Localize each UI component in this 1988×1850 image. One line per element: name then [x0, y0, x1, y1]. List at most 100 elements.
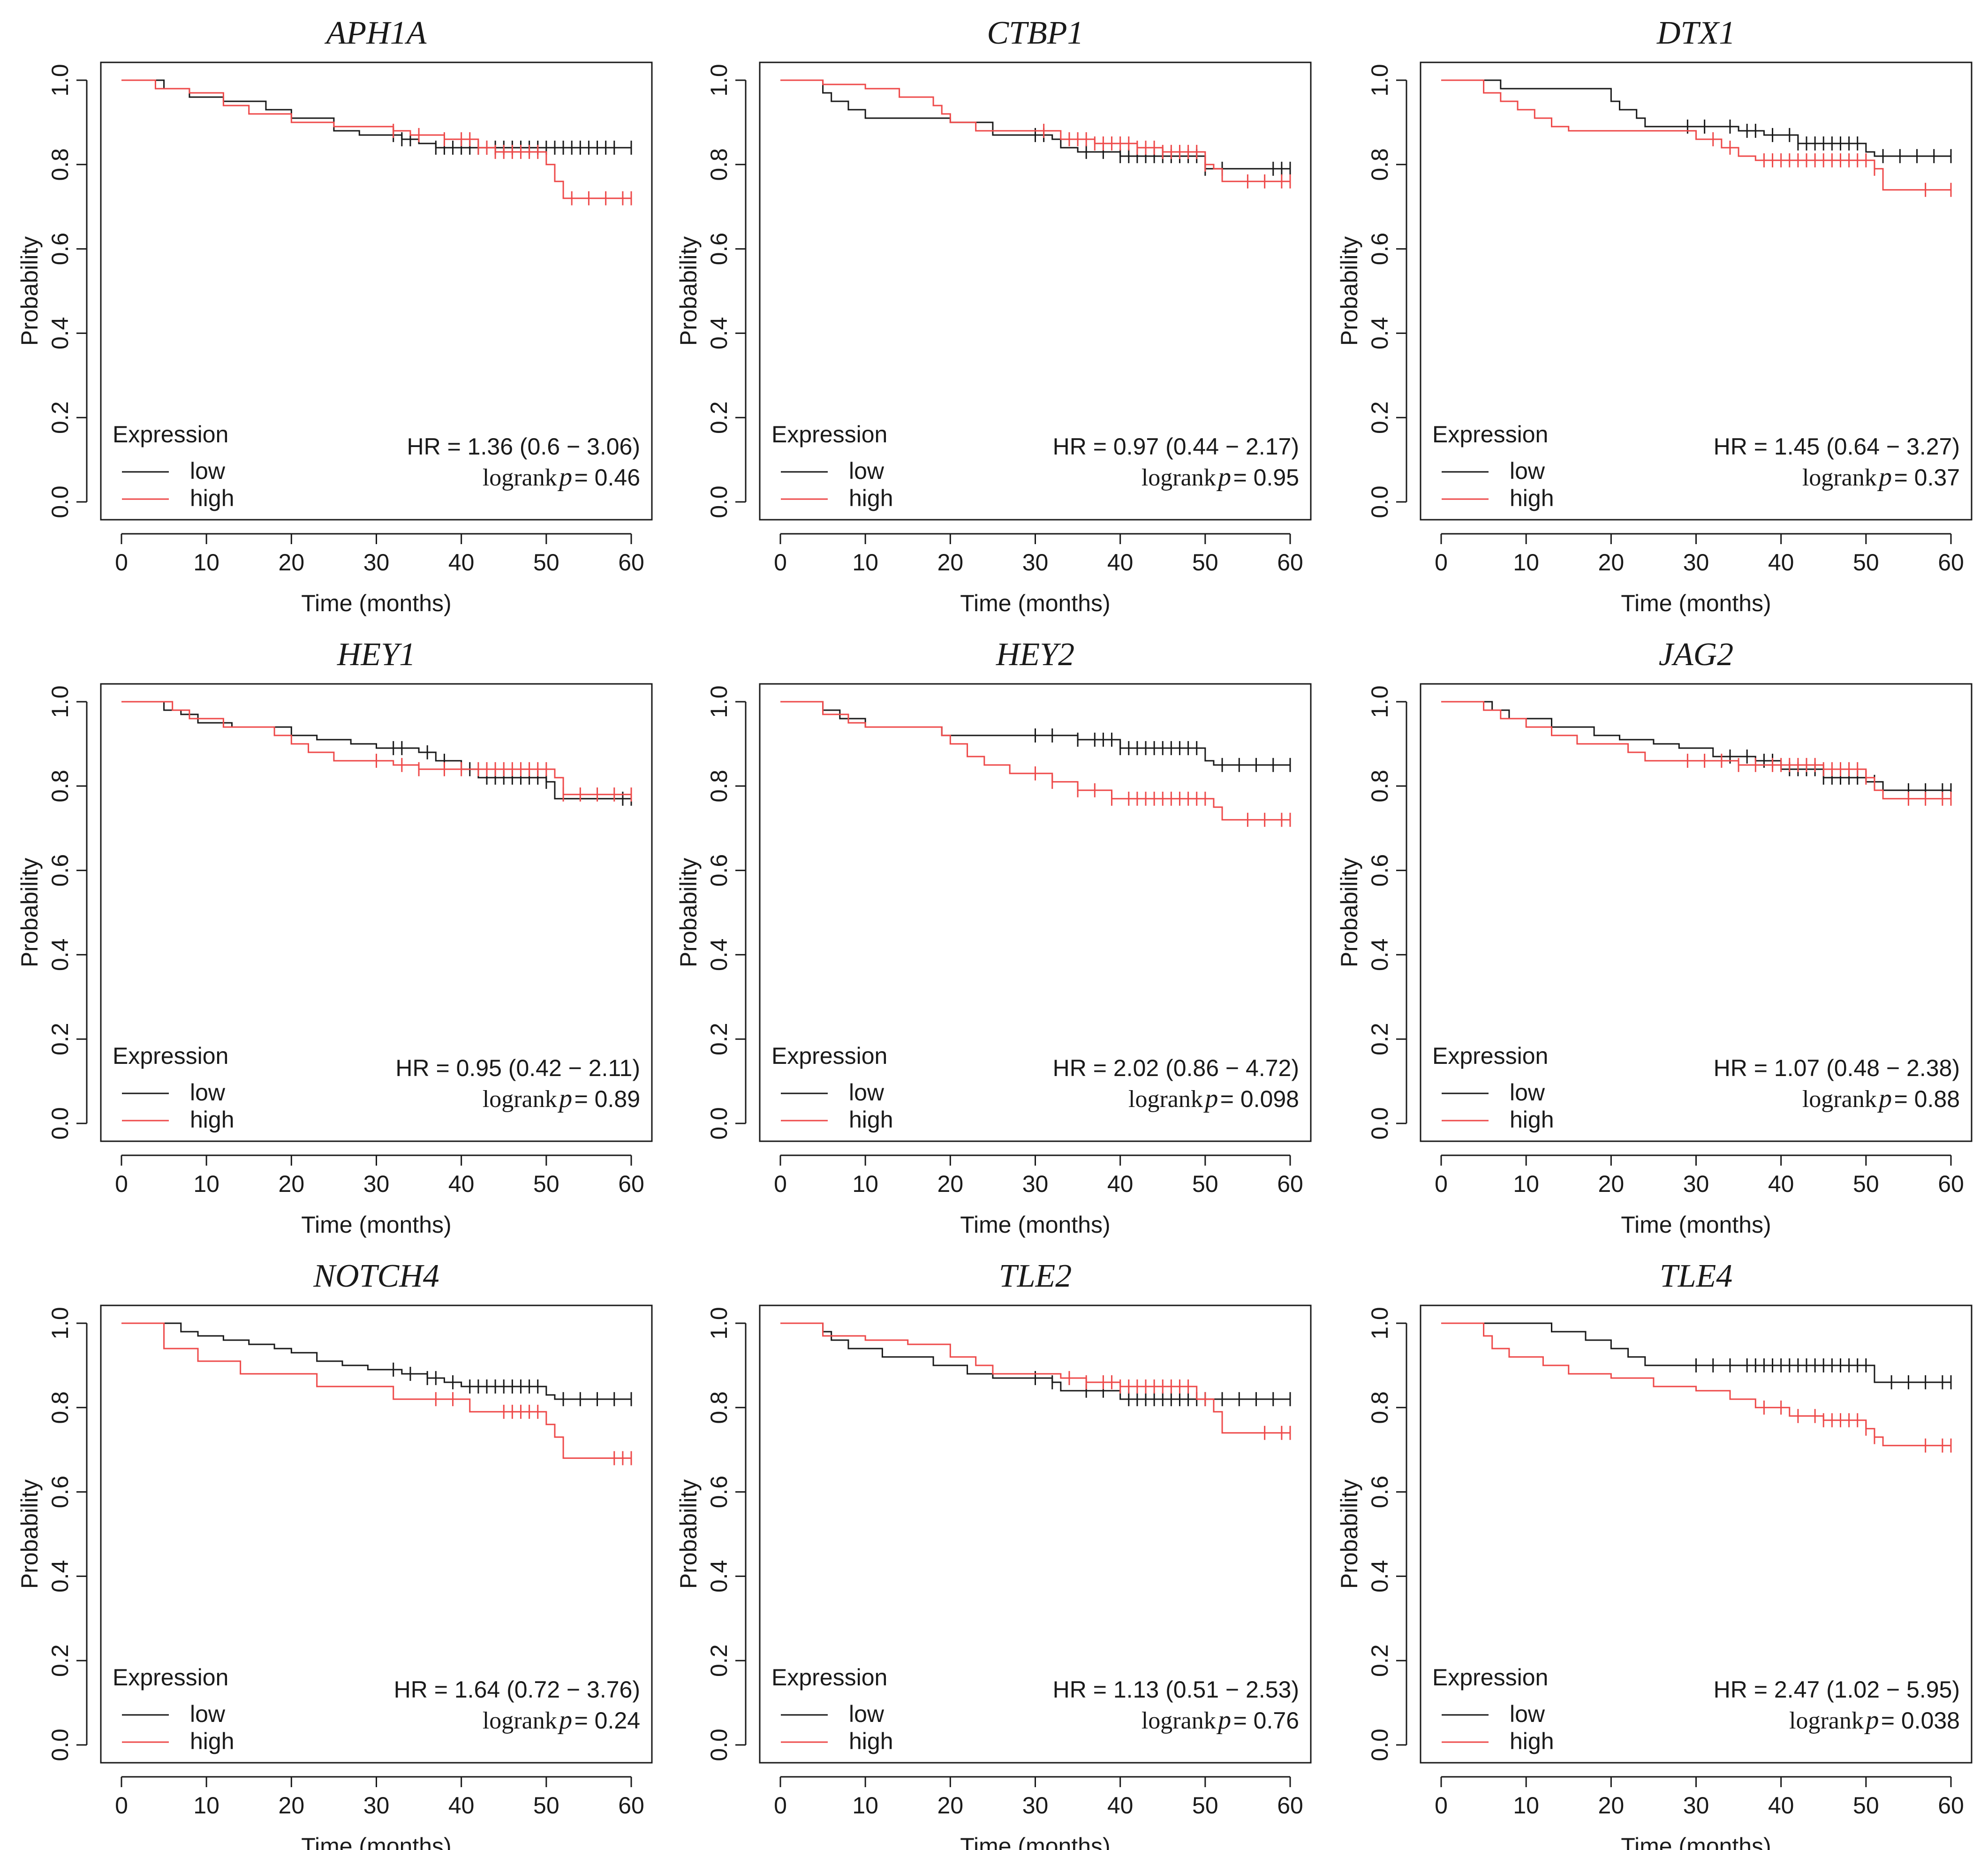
y-tick-label: 1.0: [706, 64, 732, 97]
km-curve-high: [780, 1322, 1290, 1434]
x-tick-label: 50: [533, 1171, 559, 1197]
x-tick-label: 30: [1683, 1171, 1709, 1197]
x-tick-label: 20: [937, 549, 964, 576]
x-tick-label: 40: [1107, 549, 1134, 576]
y-axis-label: Probability: [675, 236, 702, 346]
y-tick-label: 1.0: [1367, 685, 1393, 718]
x-tick-label: 20: [937, 1171, 964, 1197]
y-tick-label: 0.0: [47, 1729, 73, 1761]
hazard-ratio-text: HR = 1.13 (0.51 − 2.53): [1053, 1676, 1299, 1703]
y-tick-label: 0.4: [706, 939, 732, 971]
panel-title: APH1A: [325, 15, 427, 51]
x-tick-label: 30: [1022, 549, 1049, 576]
y-tick-label: 0.4: [47, 939, 73, 971]
x-tick-label: 50: [1192, 549, 1218, 576]
panel-title: HEY2: [996, 637, 1074, 673]
x-tick-label: 10: [1513, 1171, 1539, 1197]
y-tick-label: 0.2: [1367, 1644, 1393, 1677]
legend-label-high: high: [1510, 1728, 1554, 1754]
km-panel-tle2: TLE2 0 10 20 30 40 50 60 Time (months) 0.0 0.2 0.4 0…: [675, 1258, 1312, 1850]
y-tick-label: 0.6: [47, 233, 73, 265]
y-tick-label: 1.0: [706, 1307, 732, 1340]
legend-title: Expression: [771, 1664, 887, 1691]
x-tick-label: 50: [1192, 1792, 1218, 1819]
logrank-label: logrank: [1141, 1707, 1216, 1734]
hazard-ratio-text: HR = 1.07 (0.48 − 2.38): [1714, 1055, 1960, 1081]
logrank-text: logrank p = 0.038: [1789, 1706, 1960, 1735]
x-tick-label: 40: [1768, 549, 1794, 576]
km-curve-high: [1441, 701, 1951, 800]
legend-title: Expression: [1432, 1043, 1548, 1069]
legend-label-high: high: [849, 485, 893, 511]
km-curve-low: [1441, 1322, 1951, 1383]
y-tick-label: 0.0: [706, 485, 732, 518]
logrank-text: logrank p = 0.24: [483, 1706, 640, 1735]
x-tick-label: 10: [852, 549, 878, 576]
panel-title: JAG2: [1659, 637, 1733, 673]
x-tick-label: 0: [1435, 1171, 1448, 1197]
legend-label-low: low: [190, 1079, 226, 1106]
x-tick-label: 10: [193, 1171, 219, 1197]
y-tick-label: 0.8: [1367, 148, 1393, 181]
y-tick-label: 0.6: [1367, 1476, 1393, 1509]
km-curve-high: [1441, 79, 1951, 191]
y-tick-label: 0.4: [1367, 1560, 1393, 1593]
y-tick-label: 1.0: [47, 1307, 73, 1340]
x-axis-label: Time (months): [301, 1212, 451, 1238]
x-tick-label: 0: [1435, 549, 1448, 576]
legend-label-low: low: [849, 1079, 884, 1106]
y-tick-label: 0.0: [1367, 1107, 1393, 1140]
y-tick-label: 1.0: [1367, 64, 1393, 97]
legend-label-low: low: [1510, 1079, 1545, 1106]
y-tick-label: 0.8: [47, 148, 73, 181]
y-axis-label: Probability: [16, 858, 43, 967]
x-tick-label: 60: [1938, 549, 1964, 576]
km-curve-low: [780, 701, 1290, 766]
logrank-label: logrank: [483, 464, 557, 491]
p-value: = 0.37: [1894, 464, 1960, 491]
legend-label-low: low: [1510, 1701, 1545, 1727]
logrank-text: logrank p = 0.098: [1128, 1084, 1299, 1113]
y-axis-label: Probability: [1336, 858, 1362, 967]
plot-frame: [1420, 683, 1973, 1142]
legend-label-high: high: [190, 1728, 234, 1754]
y-tick-label: 1.0: [706, 685, 732, 718]
hazard-ratio-text: HR = 1.64 (0.72 − 3.76): [394, 1676, 640, 1703]
legend-label-high: high: [849, 1107, 893, 1133]
x-tick-label: 10: [852, 1792, 878, 1819]
x-tick-label: 50: [533, 549, 559, 576]
y-axis-label: Probability: [675, 858, 702, 967]
x-tick-label: 20: [279, 1792, 305, 1819]
logrank-text: logrank p = 0.95: [1141, 462, 1299, 492]
x-tick-label: 40: [1107, 1171, 1134, 1197]
x-tick-label: 10: [1513, 1792, 1539, 1819]
x-tick-label: 20: [1598, 1792, 1625, 1819]
y-tick-label: 1.0: [1367, 1307, 1393, 1340]
y-tick-label: 0.8: [47, 770, 73, 803]
x-tick-label: 30: [1022, 1171, 1049, 1197]
legend-label-low: low: [849, 458, 884, 484]
x-tick-label: 20: [937, 1792, 964, 1819]
panel-title: TLE2: [999, 1258, 1072, 1294]
y-tick-label: 0.4: [706, 317, 732, 350]
x-tick-label: 30: [363, 1171, 390, 1197]
legend-label-high: high: [849, 1728, 893, 1754]
x-tick-label: 60: [1277, 1792, 1303, 1819]
km-curve-high: [121, 79, 631, 199]
plot-frame: [100, 1304, 653, 1764]
plot-frame: [1420, 1304, 1973, 1764]
hazard-ratio-text: HR = 1.36 (0.6 − 3.06): [407, 433, 640, 460]
x-axis-label: Time (months): [301, 590, 451, 616]
p-value: = 0.46: [574, 464, 640, 491]
logrank-text: logrank p = 0.89: [483, 1084, 640, 1113]
x-axis-label: Time (months): [960, 1212, 1110, 1238]
y-tick-label: 0.6: [47, 1476, 73, 1509]
y-tick-label: 0.2: [1367, 1023, 1393, 1055]
logrank-text: logrank p = 0.37: [1802, 462, 1960, 492]
plot-frame: [1420, 61, 1973, 521]
y-tick-label: 0.2: [1367, 401, 1393, 434]
y-tick-label: 0.6: [706, 233, 732, 265]
p-symbol: p: [557, 1084, 572, 1113]
km-panel-hey1: HEY1 0 10 20 30 40 50 60 Time (months) 0.0 0.2 0.4 0…: [16, 637, 653, 1238]
x-tick-label: 30: [1683, 1792, 1709, 1819]
